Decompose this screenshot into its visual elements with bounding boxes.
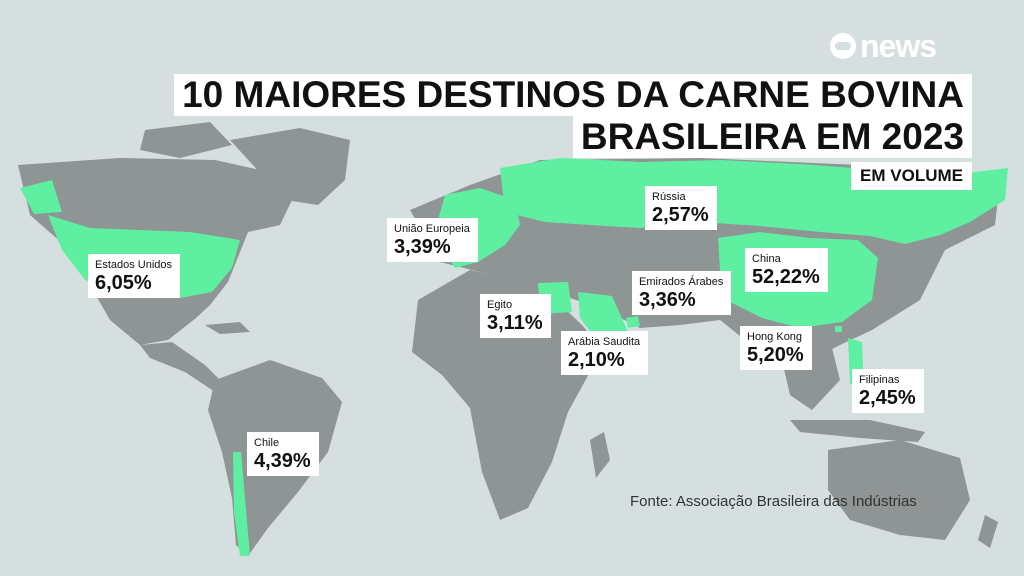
land-madagascar [590, 432, 610, 478]
logo-text: news [860, 27, 937, 64]
label-arabia-saudita: Arábia Saudita 2,10% [561, 331, 649, 375]
tv-logo: news [830, 27, 937, 64]
globe-icon [830, 33, 856, 59]
label-name: Estados Unidos [95, 259, 173, 271]
land-cuba [205, 322, 250, 334]
label-name: China [752, 253, 781, 265]
land-indonesia [790, 420, 925, 442]
label-name: Rússia [652, 191, 686, 203]
label-name: Hong Kong [747, 331, 803, 343]
highlight-uae [626, 316, 640, 328]
label-china: China 52,22% [745, 248, 828, 292]
title-line-1: 10 MAIORES DESTINOS DA CARNE BOVINA [174, 74, 972, 116]
label-name: Emirados Árabes [639, 276, 724, 288]
label-value: 3,39% [394, 236, 451, 258]
subtitle-badge: EM VOLUME [851, 162, 972, 190]
label-name: Arábia Saudita [568, 336, 641, 348]
label-value: 2,10% [568, 349, 625, 371]
land-arctic-islands [140, 122, 232, 158]
label-egito: Egito 3,11% [480, 294, 551, 338]
label-value: 6,05% [95, 272, 152, 294]
highlight-hong-kong [835, 326, 842, 332]
label-hong-kong: Hong Kong 5,20% [740, 326, 812, 370]
label-chile: Chile 4,39% [247, 432, 319, 476]
land-central-america [140, 342, 222, 390]
label-russia: Rússia 2,57% [645, 186, 717, 230]
label-uniao-europeia: União Europeia 3,39% [387, 218, 478, 262]
highlight-alaska [20, 180, 62, 214]
label-name: Egito [487, 299, 513, 311]
land-greenland [230, 128, 350, 205]
label-name: Filipinas [859, 374, 900, 386]
land-africa [412, 270, 605, 520]
label-value: 5,20% [747, 344, 804, 366]
land-australia [828, 440, 970, 540]
land-japan [898, 250, 925, 300]
label-name: União Europeia [394, 223, 470, 235]
label-value: 52,22% [752, 266, 820, 288]
label-value: 4,39% [254, 450, 311, 472]
label-emirados-arabes: Emirados Árabes 3,36% [632, 271, 732, 315]
label-name: Chile [254, 437, 280, 449]
label-filipinas: Filipinas 2,45% [852, 369, 924, 413]
source-caption: Fonte: Associação Brasileira das Indústr… [630, 493, 917, 510]
label-estados-unidos: Estados Unidos 6,05% [88, 254, 181, 298]
highlight-chile [233, 452, 250, 556]
label-value: 3,36% [639, 289, 696, 311]
label-value: 3,11% [487, 312, 543, 334]
title-line-2: BRASILEIRA EM 2023 [572, 116, 972, 158]
label-value: 2,45% [859, 387, 916, 409]
land-new-zealand [978, 515, 998, 548]
label-value: 2,57% [652, 204, 709, 226]
